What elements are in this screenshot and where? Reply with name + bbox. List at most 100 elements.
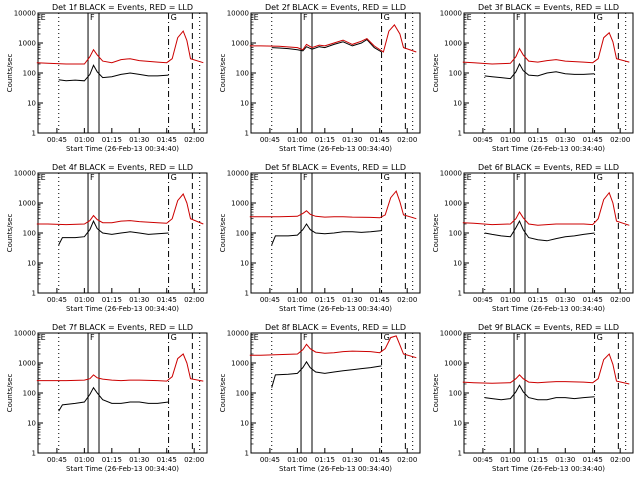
series-events-line	[484, 384, 595, 401]
y-tick-label: 1000	[18, 360, 36, 368]
series-lld-line	[462, 353, 630, 385]
y-tick-label: 10000	[440, 330, 462, 338]
y-tick-label: 10000	[14, 330, 36, 338]
plot-frame	[250, 12, 421, 134]
series-events-line	[484, 219, 595, 242]
y-tick-label: 1000	[18, 40, 36, 48]
x-tick-label: 01:30	[555, 136, 575, 144]
series-events-line	[271, 360, 382, 388]
panel-title: Det 3f BLACK = Events, RED = LLD	[478, 3, 619, 12]
x-tick-label: 01:15	[102, 136, 122, 144]
y-tick-label: 100	[236, 230, 249, 238]
plot-frame	[250, 332, 421, 454]
interval-marker-e: E	[467, 173, 472, 182]
x-tick-label: 01:00	[500, 456, 520, 464]
y-axis-label: Counts/sec	[6, 214, 14, 253]
interval-marker-f: F	[516, 333, 521, 342]
series-events-line	[58, 386, 169, 412]
x-tick-label: 01:15	[315, 296, 335, 304]
y-tick-label: 1000	[444, 360, 462, 368]
x-tick-label: 01:45	[370, 296, 390, 304]
y-tick-label: 1	[458, 450, 462, 458]
y-tick-label: 10	[27, 420, 36, 428]
y-tick-label: 1	[458, 290, 462, 298]
y-tick-label: 100	[449, 70, 462, 78]
y-tick-label: 1	[32, 130, 36, 138]
x-axis-label: Start Time (26-Feb-13 00:34:40)	[492, 465, 605, 473]
y-tick-label: 10	[453, 420, 462, 428]
panel-9: Det 9f BLACK = Events, RED = LLD 1 10 100 10…	[432, 323, 634, 473]
y-axis-label: Counts/sec	[6, 54, 14, 93]
x-axis-label: Start Time (26-Feb-13 00:34:40)	[279, 145, 392, 153]
x-tick-label: 01:15	[102, 456, 122, 464]
y-axis-label: Counts/sec	[219, 214, 227, 253]
interval-marker-e: E	[467, 13, 472, 22]
panel-6: Det 6f BLACK = Events, RED = LLD 1 10 100 10…	[432, 163, 634, 313]
x-tick-label: 02:00	[610, 456, 630, 464]
interval-marker-e: E	[467, 333, 472, 342]
x-tick-label: 02:00	[184, 296, 204, 304]
x-tick-label: 01:30	[129, 136, 149, 144]
x-tick-label: 00:45	[47, 136, 67, 144]
x-tick-label: 02:00	[397, 456, 417, 464]
panel-8: Det 8f BLACK = Events, RED = LLD 1 10 100 10…	[219, 323, 421, 473]
y-tick-label: 10	[27, 260, 36, 268]
x-tick-label: 02:00	[610, 296, 630, 304]
plot-frame	[37, 332, 208, 454]
y-tick-label: 10000	[440, 10, 462, 18]
interval-marker-e: E	[41, 333, 46, 342]
y-tick-label: 1	[32, 290, 36, 298]
y-tick-label: 10000	[227, 10, 249, 18]
y-tick-label: 1000	[231, 200, 249, 208]
plot-frame	[463, 172, 634, 294]
series-events-line	[58, 64, 169, 82]
x-tick-label: 01:45	[370, 136, 390, 144]
panel-title: Det 7f BLACK = Events, RED = LLD	[52, 323, 193, 332]
x-tick-label: 02:00	[397, 136, 417, 144]
x-tick-label: 01:00	[287, 296, 307, 304]
panel-2: Det 2f BLACK = Events, RED = LLD 1 10 100 10…	[219, 3, 421, 153]
interval-marker-f: F	[516, 13, 521, 22]
x-tick-label: 00:45	[47, 456, 67, 464]
series-events-line	[271, 38, 382, 53]
x-axis-label: Start Time (26-Feb-13 00:34:40)	[492, 305, 605, 313]
y-tick-label: 10000	[440, 170, 462, 178]
x-tick-label: 02:00	[610, 136, 630, 144]
series-events-line	[58, 219, 169, 246]
x-tick-label: 01:00	[74, 456, 94, 464]
y-tick-label: 100	[23, 390, 36, 398]
y-tick-label: 10000	[227, 170, 249, 178]
series-lld-line	[36, 353, 204, 382]
y-tick-label: 1000	[18, 200, 36, 208]
interval-marker-e: E	[254, 173, 259, 182]
panel-5: Det 5f BLACK = Events, RED = LLD 1 10 100 10…	[219, 163, 421, 313]
interval-marker-f: F	[90, 13, 95, 22]
x-tick-label: 01:15	[528, 296, 548, 304]
x-axis-label: Start Time (26-Feb-13 00:34:40)	[279, 465, 392, 473]
series-lld-line	[249, 24, 417, 53]
x-tick-label: 01:15	[528, 456, 548, 464]
y-tick-label: 100	[23, 230, 36, 238]
y-tick-label: 10000	[14, 170, 36, 178]
y-axis-label: Counts/sec	[432, 374, 440, 413]
panel-title: Det 1f BLACK = Events, RED = LLD	[52, 3, 193, 12]
y-tick-label: 10000	[227, 330, 249, 338]
x-tick-label: 01:00	[500, 136, 520, 144]
panel-title: Det 9f BLACK = Events, RED = LLD	[478, 323, 619, 332]
y-tick-label: 10	[27, 100, 36, 108]
y-tick-label: 100	[449, 390, 462, 398]
x-tick-label: 01:00	[287, 136, 307, 144]
x-tick-label: 02:00	[397, 296, 417, 304]
x-tick-label: 01:30	[555, 456, 575, 464]
x-tick-label: 01:15	[528, 136, 548, 144]
y-axis-label: Counts/sec	[432, 54, 440, 93]
x-tick-label: 01:00	[287, 456, 307, 464]
y-tick-label: 1	[245, 290, 249, 298]
series-lld-line	[249, 190, 417, 220]
x-axis-label: Start Time (26-Feb-13 00:34:40)	[492, 145, 605, 153]
x-tick-label: 00:45	[260, 136, 280, 144]
x-tick-label: 02:00	[184, 456, 204, 464]
interval-marker-g: G	[597, 333, 603, 342]
y-tick-label: 100	[236, 70, 249, 78]
